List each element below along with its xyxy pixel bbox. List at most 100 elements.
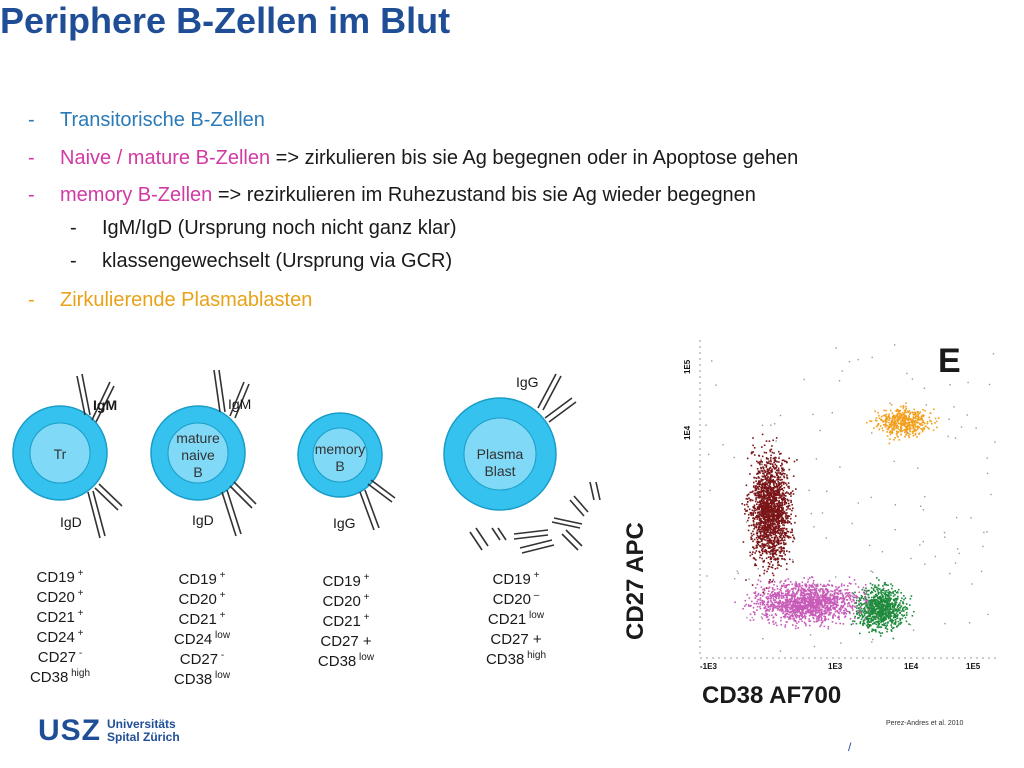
event-dot xyxy=(883,592,885,594)
event-dot xyxy=(764,476,766,479)
event-dot xyxy=(894,437,896,439)
event-dot xyxy=(837,593,840,596)
event-dot xyxy=(917,411,919,413)
event-dot xyxy=(796,608,799,611)
event-dot xyxy=(901,597,903,600)
event-dot xyxy=(784,534,787,537)
event-dot xyxy=(761,487,763,489)
event-dot xyxy=(788,537,790,539)
event-dot xyxy=(888,413,890,416)
event-dot xyxy=(771,502,774,504)
event-dot xyxy=(762,479,764,481)
event-dot xyxy=(875,593,877,596)
event-dot xyxy=(851,605,854,607)
event-dot xyxy=(799,589,802,591)
event-dot xyxy=(761,617,764,620)
event-dot xyxy=(815,589,817,591)
event-dot xyxy=(762,505,764,507)
event-dot xyxy=(916,427,919,430)
event-dot xyxy=(867,611,869,613)
event-dot xyxy=(791,613,794,615)
event-dot xyxy=(889,591,891,593)
event-dot xyxy=(899,609,901,611)
event-dot xyxy=(785,495,787,497)
cell-mature-naive xyxy=(150,369,257,537)
event-dot xyxy=(828,580,831,582)
marker-line: CD27 - xyxy=(10,648,110,668)
event-dot xyxy=(770,591,773,594)
event-dot xyxy=(828,596,830,599)
event-dot xyxy=(897,588,900,591)
event-dot xyxy=(838,586,840,588)
event-dot xyxy=(815,605,818,608)
event-dot xyxy=(785,521,787,524)
event-dot xyxy=(766,462,769,465)
event-dot xyxy=(929,419,931,422)
event-dot xyxy=(771,512,773,515)
event-dot xyxy=(785,518,788,520)
event-dot xyxy=(806,597,809,600)
event-dot xyxy=(820,616,823,618)
event-dot xyxy=(887,603,890,605)
event-dot xyxy=(781,493,783,496)
event-dot xyxy=(882,606,885,608)
event-dot xyxy=(837,611,840,614)
event-dot xyxy=(868,617,870,620)
event-dot xyxy=(754,592,757,594)
event-dot xyxy=(804,594,807,597)
event-dot xyxy=(759,526,761,529)
event-dot xyxy=(756,538,759,541)
event-dot xyxy=(877,607,879,609)
event-dot xyxy=(810,612,813,615)
event-dot xyxy=(886,605,888,608)
event-dot xyxy=(765,522,767,524)
event-dot xyxy=(770,506,772,508)
event-dot xyxy=(792,601,795,604)
cell-plasmablast xyxy=(443,373,601,554)
event-dot xyxy=(886,417,888,420)
event-dot xyxy=(744,510,747,512)
event-dot xyxy=(909,598,912,600)
event-dot xyxy=(759,607,762,610)
event-dot xyxy=(773,527,775,530)
event-dot xyxy=(894,590,896,592)
x-axis-label: CD38 AF700 xyxy=(702,682,842,709)
marker-list-plasma: CD19 + CD20 – CD21 low CD27 + CD38 high xyxy=(466,570,566,670)
event-dot xyxy=(821,608,823,611)
event-dot xyxy=(881,601,883,604)
event-dot xyxy=(761,527,764,530)
x-tick-label: -1E3 xyxy=(700,662,717,671)
event-dot xyxy=(833,613,835,615)
event-dot xyxy=(779,542,782,545)
event-dot xyxy=(808,584,811,586)
event-dot xyxy=(768,496,770,499)
event-dot xyxy=(902,405,905,407)
event-dot xyxy=(823,591,826,594)
event-dot xyxy=(776,607,778,609)
event-dot xyxy=(755,498,757,501)
event-dot xyxy=(779,503,781,505)
event-dot xyxy=(770,495,772,497)
event-dot xyxy=(836,599,838,601)
event-dot xyxy=(831,607,834,609)
event-dot xyxy=(879,609,882,611)
event-dot xyxy=(776,474,778,476)
event-dot xyxy=(760,460,762,462)
event-dot xyxy=(760,616,763,618)
event-dot xyxy=(937,417,940,419)
event-dot xyxy=(869,601,872,603)
event-dot xyxy=(799,585,801,587)
event-dot xyxy=(758,477,760,479)
event-dot xyxy=(794,595,796,597)
event-dot xyxy=(778,599,781,602)
marker-list-naive: CD19 + CD20 + CD21 + CD24 low CD27 - CD38 low xyxy=(152,570,252,690)
event-dot xyxy=(773,547,776,550)
event-dot xyxy=(882,605,884,607)
event-dot xyxy=(785,502,788,505)
event-dot xyxy=(878,428,881,431)
event-dot xyxy=(825,598,827,601)
event-dot xyxy=(899,422,901,425)
event-dot xyxy=(885,602,888,604)
event-dot xyxy=(776,588,779,590)
event-dot xyxy=(808,595,811,598)
